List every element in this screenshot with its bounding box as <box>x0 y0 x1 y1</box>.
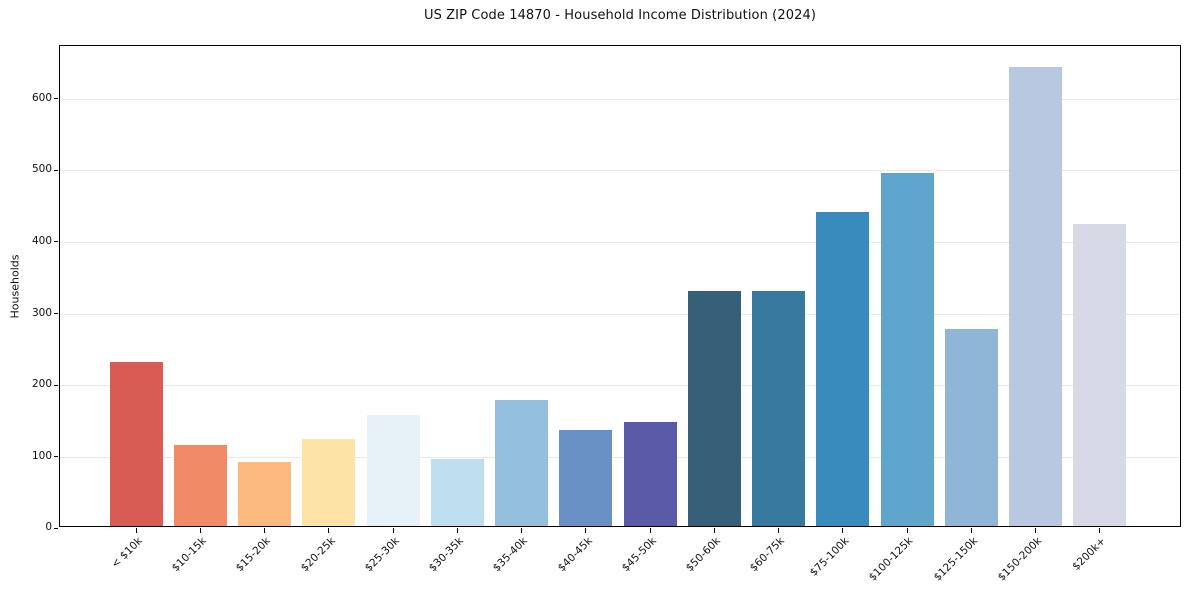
bar-slot-10-15k: $10-15k <box>168 46 232 574</box>
x-axis-tick <box>649 528 651 533</box>
x-axis-tick <box>328 528 330 533</box>
y-tick-label: 0 <box>45 521 52 533</box>
x-tick-label: $10-15k <box>169 535 209 575</box>
x-axis-tick <box>264 528 266 533</box>
x-tick-label: $30-35k <box>426 535 466 575</box>
bar-25-30k <box>366 415 420 526</box>
x-axis-tick <box>1035 528 1037 533</box>
bar-20-25k <box>302 438 356 526</box>
x-tick-label: $45-50k <box>619 535 659 575</box>
y-tick-label: 600 <box>31 91 52 104</box>
y-axis-label-wrap: Households <box>0 45 30 527</box>
y-axis-label: Households <box>8 254 22 318</box>
x-axis-tick <box>713 528 715 533</box>
x-tick-label: < $10k <box>109 535 145 571</box>
bar-slot-35-40k: $35-40k <box>490 46 554 574</box>
bar-slot-30-35k: $30-35k <box>425 46 489 574</box>
gridline-y400 <box>60 241 1180 243</box>
x-axis-tick <box>456 528 458 533</box>
y-tick-label: 200 <box>31 378 52 390</box>
x-axis-tick <box>392 528 394 533</box>
x-tick-label: $20-25k <box>298 535 338 575</box>
x-tick-label: $50-60k <box>683 535 723 575</box>
y-axis-tick <box>53 169 58 171</box>
y-tick-label: 100 <box>31 449 52 462</box>
x-axis-tick <box>585 528 587 533</box>
bar-slot-20-25k: $20-25k <box>297 46 361 574</box>
x-axis-tick <box>906 528 908 533</box>
bar-slot-10k: < $10k <box>104 46 168 571</box>
gridline-y200 <box>60 385 1180 386</box>
x-tick-label: $125-150k <box>931 535 980 584</box>
bar-slot-150-200k: $150-200k <box>996 46 1068 584</box>
bar-slot-125-150k: $125-150k <box>931 46 1003 584</box>
x-tick-label: $35-40k <box>491 535 531 575</box>
x-axis-tick <box>1099 528 1101 533</box>
x-tick-label: $15-20k <box>234 535 274 575</box>
y-tick-label: 500 <box>31 163 52 176</box>
x-axis-tick <box>135 528 137 533</box>
y-axis-tick <box>53 456 58 457</box>
bar-slot-75-100k: $75-100k <box>808 46 875 579</box>
bars-layer: < $10k $10-15k $15-20k $20-25k $25-30k $30-35… <box>104 46 1132 584</box>
chart-title: US ZIP Code 14870 - Household Income Dis… <box>423 8 817 23</box>
bar-60-75k <box>752 290 806 526</box>
y-axis-tick <box>53 98 58 100</box>
bar-75-100k <box>816 212 870 526</box>
x-tick-label: $100-125k <box>867 535 916 584</box>
y-axis-tick <box>53 241 58 243</box>
bar-slot-15-20k: $15-20k <box>233 46 297 574</box>
bar-slot-60-75k: $60-75k <box>747 46 811 574</box>
y-axis-tick <box>53 384 58 386</box>
x-axis-tick <box>199 528 201 533</box>
bar-125-150k <box>944 329 998 526</box>
x-axis-tick <box>521 528 523 533</box>
gridline-y300 <box>60 313 1180 315</box>
plot-area: < $10k $10-15k $15-20k $20-25k $25-30k $30-35… <box>32 45 1181 584</box>
bar-slot-200k: $200k+ <box>1068 46 1132 573</box>
y-axis-tick <box>53 313 58 314</box>
bar-40-45k <box>559 430 613 526</box>
bar-slot-25-30k: $25-30k <box>361 46 425 574</box>
bar-slot-100-125k: $100-125k <box>867 46 939 584</box>
bar-150-200k <box>1009 66 1063 526</box>
y-tick-label: 300 <box>31 306 52 319</box>
bar-45-50k <box>623 421 677 526</box>
x-tick-label: $75-100k <box>807 535 852 579</box>
x-tick-label: $200k+ <box>1070 535 1109 573</box>
bar-50-60k <box>687 290 741 526</box>
x-axis-tick <box>842 528 844 533</box>
bar-15-20k <box>238 461 292 526</box>
bar-10k <box>109 361 163 526</box>
bar-slot-50-60k: $50-60k <box>682 46 746 574</box>
gridline-y100 <box>60 456 1180 458</box>
x-axis-tick <box>970 528 972 533</box>
bar-slot-40-45k: $40-45k <box>554 46 618 574</box>
bar-100-125k <box>880 172 934 526</box>
x-axis-tick <box>778 528 780 533</box>
x-tick-label: $60-75k <box>748 535 788 575</box>
x-tick-label: $25-30k <box>362 535 402 575</box>
bar-slot-45-50k: $45-50k <box>618 46 682 574</box>
bar-30-35k <box>430 458 484 526</box>
x-tick-label: $150-200k <box>995 535 1045 584</box>
bar-200k <box>1073 224 1127 526</box>
bar-10-15k <box>173 445 227 526</box>
y-tick-label: 400 <box>31 234 52 247</box>
y-axis-tick <box>53 527 58 529</box>
bar-35-40k <box>495 400 549 526</box>
x-tick-label: $40-45k <box>555 535 595 575</box>
gridline-y600 <box>60 98 1180 100</box>
gridline-y500 <box>60 170 1180 172</box>
